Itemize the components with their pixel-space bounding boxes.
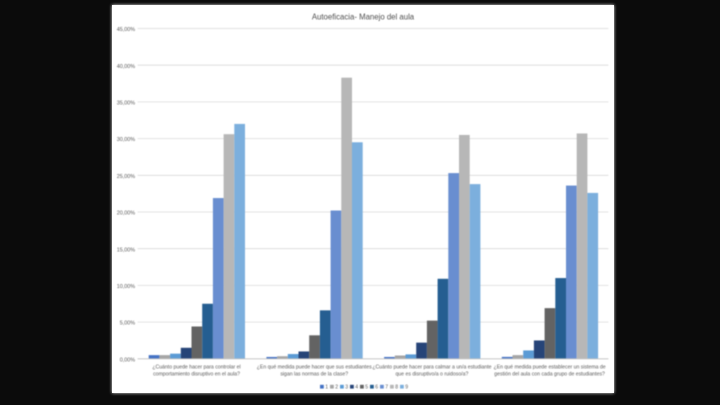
svg-text:que es disruptivo/a o ruidoso/: que es disruptivo/a o ruidoso/a? (395, 371, 468, 377)
svg-text:35,00%: 35,00% (117, 101, 135, 107)
svg-text:1: 1 (325, 384, 328, 390)
svg-text:40,00%: 40,00% (117, 64, 135, 70)
svg-text:¿En qué medida puede establece: ¿En qué medida puede establecer un siste… (494, 364, 606, 370)
svg-text:¿Cuánto puede hacer para calma: ¿Cuánto puede hacer para calmar a un/a e… (372, 364, 491, 370)
svg-text:8: 8 (395, 384, 398, 390)
svg-text:45,00%: 45,00% (117, 27, 135, 33)
svg-text:9: 9 (405, 384, 408, 390)
svg-text:3: 3 (345, 384, 348, 390)
svg-text:4: 4 (355, 384, 358, 390)
svg-text:comportamiento disruptivo en e: comportamiento disruptivo en el aula? (153, 371, 240, 377)
svg-text:30,00%: 30,00% (117, 137, 135, 143)
svg-text:gestión del aula con cada grup: gestión del aula con cada grupo de estud… (494, 371, 605, 377)
svg-text:5: 5 (365, 384, 368, 390)
svg-text:2: 2 (335, 384, 338, 390)
svg-text:25,00%: 25,00% (117, 174, 135, 180)
svg-text:20,00%: 20,00% (117, 211, 135, 217)
svg-text:¿Cuánto puede hacer para contr: ¿Cuánto puede hacer para controlar el (152, 364, 240, 370)
svg-text:5,00%: 5,00% (120, 321, 135, 327)
svg-text:7: 7 (385, 384, 388, 390)
svg-text:10,00%: 10,00% (117, 284, 135, 290)
svg-text:¿En qué medida puede hacer que: ¿En qué medida puede hacer que sus estud… (257, 364, 372, 370)
svg-text:sigan las normas de la clase?: sigan las normas de la clase? (280, 371, 348, 377)
svg-text:15,00%: 15,00% (117, 247, 135, 253)
svg-text:6: 6 (375, 384, 378, 390)
svg-text:Autoeficacia- Manejo del aula: Autoeficacia- Manejo del aula (312, 12, 415, 21)
svg-text:0,00%: 0,00% (120, 357, 135, 363)
